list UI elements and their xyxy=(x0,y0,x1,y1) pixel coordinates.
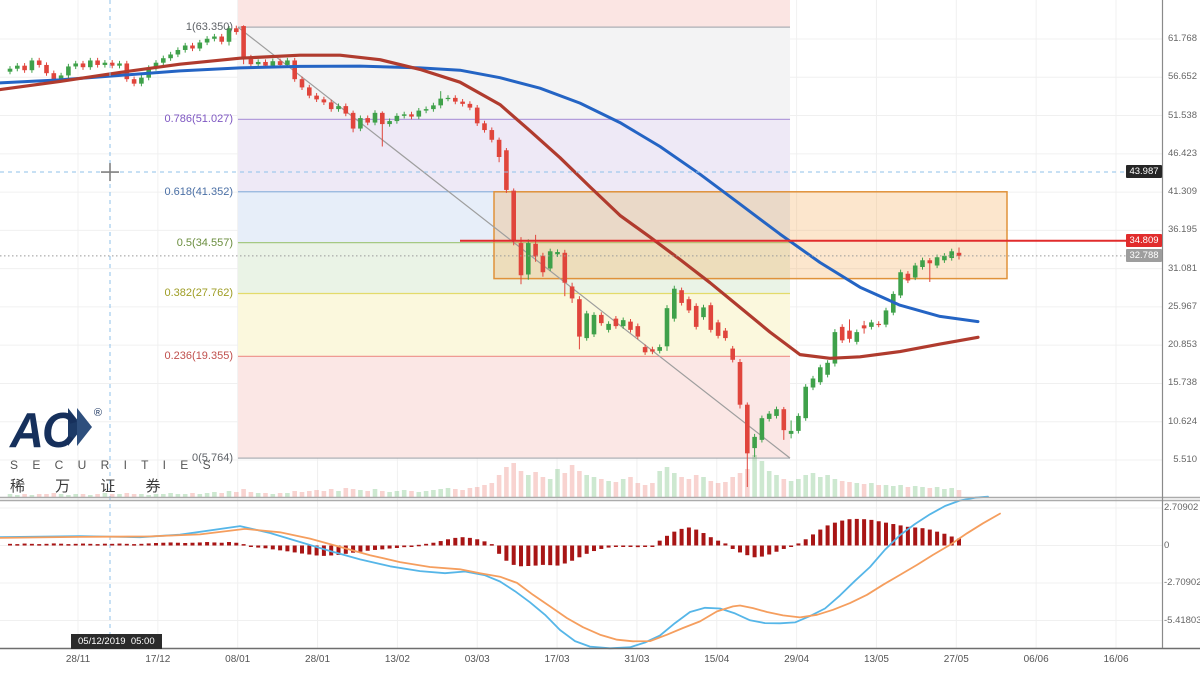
date-tick-label: 28/01 xyxy=(305,654,331,665)
price-tick-label: 41.309 xyxy=(1167,186,1197,198)
date-tick-label: 16/06 xyxy=(1103,654,1129,665)
fib-level-label: 0.5(34.557) xyxy=(176,236,233,249)
price-tick-label: 5.510 xyxy=(1173,454,1197,465)
date-tick-label: 08/01 xyxy=(225,654,251,665)
date-tick-label: 28/11 xyxy=(65,654,91,665)
date-tick-label: 06/06 xyxy=(1023,654,1049,665)
macd-tick-label: 2.70902 xyxy=(1164,501,1199,513)
fib-level-label: 1(63.350) xyxy=(185,21,233,34)
date-tick-label: 13/05 xyxy=(863,654,889,665)
crosshair-date-tooltip: 05/12/2019 05:00 xyxy=(71,634,162,649)
date-tick-label: 15/04 xyxy=(704,654,730,665)
broker-logo: AC ® S E C U R I T I E S 稀 万 证 券 xyxy=(10,401,217,496)
date-tick-label: 27/05 xyxy=(943,654,969,665)
date-tick-label: 17/12 xyxy=(145,654,171,665)
macd-tick-label: -2.70902 xyxy=(1164,577,1200,589)
ma-fast-line xyxy=(0,64,980,324)
candles xyxy=(7,25,962,488)
price-tick-label: 25.967 xyxy=(1167,300,1197,312)
signal-line xyxy=(0,512,1001,643)
macd-tick-label: -5.41803 xyxy=(1164,614,1200,626)
price-tick-label: 31.081 xyxy=(1167,262,1197,274)
logo-brand-text: AC xyxy=(10,401,76,458)
price-tick-label: 56.652 xyxy=(1167,71,1197,83)
last-price-tag: 32.788 xyxy=(1126,249,1162,262)
fib-level-label: 0.618(41.352) xyxy=(164,185,234,198)
alert-price-tag[interactable]: 34.809 xyxy=(1126,234,1162,247)
date-tick-label: 13/02 xyxy=(384,654,410,665)
ma-slow-line xyxy=(0,53,980,360)
price-tick-label: 36.195 xyxy=(1167,224,1197,236)
date-tick-label: 31/03 xyxy=(624,654,650,665)
date-tick-label: 29/04 xyxy=(784,654,810,665)
gridlines xyxy=(0,0,1162,648)
macd-tick-label: 0 xyxy=(1164,539,1170,551)
price-tick-label: 15.738 xyxy=(1167,377,1197,389)
crosshair-price-tag: 43.987 xyxy=(1126,165,1162,178)
fib-level-label: 0(5.764) xyxy=(192,452,233,465)
fib-level-label: 0.786(51.027) xyxy=(164,113,234,126)
price-tick-label: 10.624 xyxy=(1167,415,1197,427)
price-tick-label: 20.853 xyxy=(1167,339,1197,351)
date-tick-label: 17/03 xyxy=(544,654,570,665)
price-tick-label: 51.538 xyxy=(1167,109,1197,121)
frame xyxy=(0,0,1200,650)
fib-level-label: 0.382(27.762) xyxy=(164,287,234,300)
logo-chevron-icon xyxy=(76,408,92,446)
macd-histogram xyxy=(8,518,961,567)
registered-trademark-icon: ® xyxy=(93,407,102,419)
logo-chinese-name: 稀 万 证 券 xyxy=(10,478,174,495)
price-tick-label: 46.423 xyxy=(1167,147,1197,159)
date-tick-label: 03/03 xyxy=(464,654,490,665)
logo-subtitle: S E C U R I T I E S xyxy=(10,458,217,472)
fib-level-label: 0.236(19.355) xyxy=(164,350,234,363)
crosshair xyxy=(0,0,1127,634)
macd-line xyxy=(0,495,989,650)
price-tick-label: 61.768 xyxy=(1167,33,1197,44)
